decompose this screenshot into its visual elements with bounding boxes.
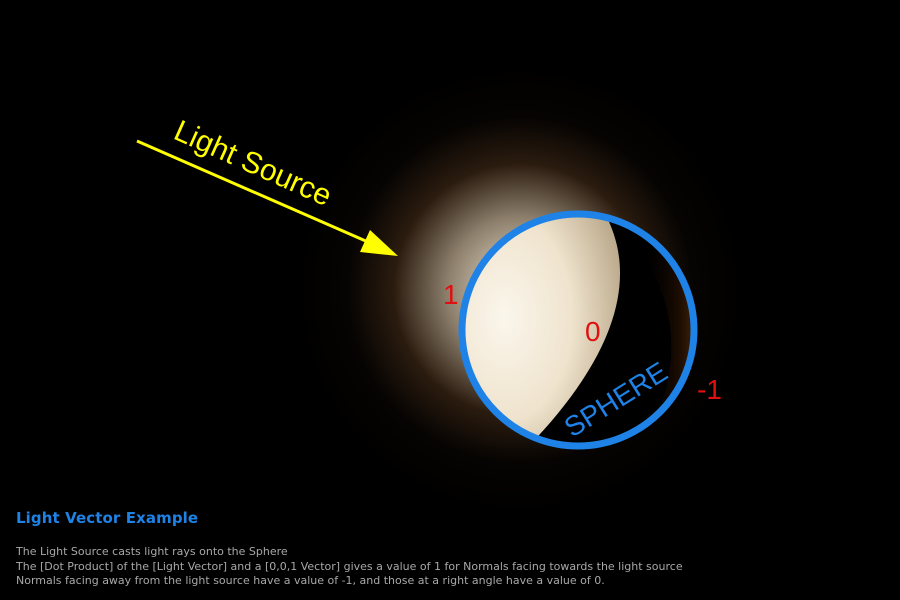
light-source-label: Light Source bbox=[169, 114, 336, 213]
value-label-dark: -1 bbox=[697, 374, 722, 405]
caption: Light Vector Example The Light Source ca… bbox=[16, 509, 876, 589]
caption-line: The [Dot Product] of the [Light Vector] … bbox=[16, 559, 683, 573]
sphere-outline bbox=[458, 210, 698, 450]
sphere bbox=[462, 214, 694, 446]
caption-title: Light Vector Example bbox=[16, 509, 199, 527]
value-label-lit: 1 bbox=[443, 279, 459, 310]
light-arrow bbox=[136, 139, 398, 256]
arrow-head-icon bbox=[360, 230, 398, 256]
value-label-terminator: 0 bbox=[585, 316, 601, 347]
caption-line: Normals facing away from the light sourc… bbox=[16, 574, 605, 587]
caption-line: The Light Source casts light rays onto t… bbox=[16, 545, 288, 558]
sphere-lit-side bbox=[462, 214, 621, 446]
